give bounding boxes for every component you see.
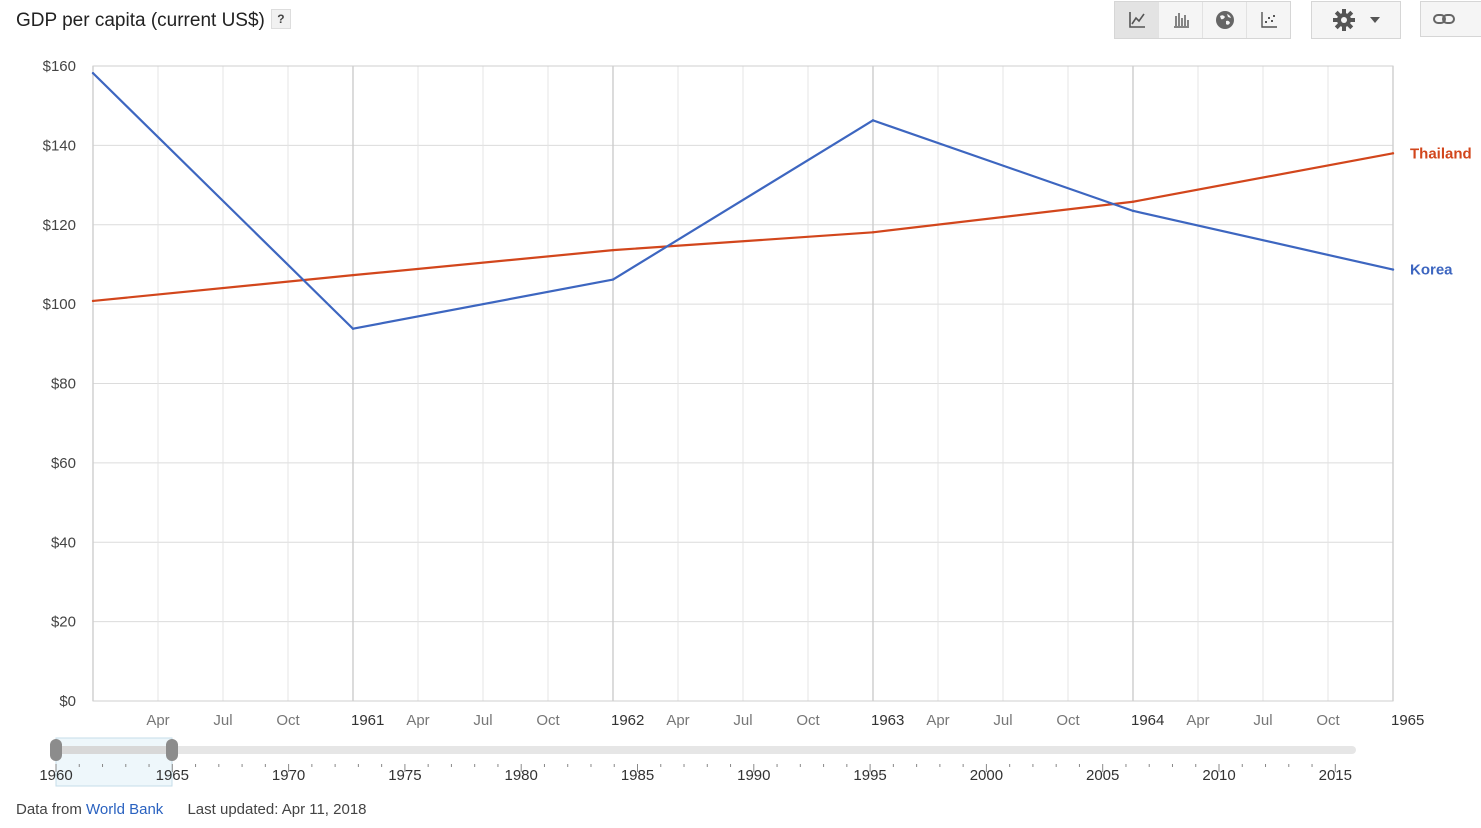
x-tick-label: Jul bbox=[993, 712, 1012, 729]
y-tick-label: $0 bbox=[59, 693, 76, 710]
link-icon bbox=[1433, 14, 1455, 24]
timeline-label: 1970 bbox=[272, 767, 305, 784]
data-point-thailand bbox=[91, 299, 95, 303]
x-tick-label: 1961 bbox=[351, 712, 384, 729]
source-prefix: Data from bbox=[16, 801, 82, 818]
chart-title-text: GDP per capita (current US$) bbox=[16, 10, 265, 31]
line-chart: $0 $20 $40 $60 $80 $100 $120 $140 $160 Apr Jul Oct… bbox=[39, 58, 1472, 787]
y-tick-label: $160 bbox=[43, 58, 76, 75]
x-tick-label: Jul bbox=[1253, 712, 1272, 729]
data-point-thailand bbox=[1391, 152, 1395, 155]
x-tick-label: 1965 bbox=[1391, 712, 1424, 729]
settings-button[interactable] bbox=[1311, 1, 1401, 39]
data-point-thailand bbox=[351, 273, 355, 277]
x-tick-label: 1962 bbox=[611, 712, 644, 729]
chart-grid bbox=[92, 65, 1394, 702]
y-axis: $0 $20 $40 $60 $80 $100 $120 $140 $160 bbox=[43, 58, 76, 710]
timeline-label: 1965 bbox=[156, 767, 189, 784]
slider-selection bbox=[55, 737, 173, 787]
line-chart-icon[interactable] bbox=[1115, 2, 1158, 38]
chart-series: Thailand Korea bbox=[91, 71, 1472, 330]
x-tick-label: Jul bbox=[213, 712, 232, 729]
timeline-label: 1985 bbox=[621, 767, 654, 784]
data-point-korea bbox=[611, 278, 615, 281]
x-tick-label: Jul bbox=[733, 712, 752, 729]
x-tick-label: Apr bbox=[406, 712, 429, 729]
timeline-label: 1960 bbox=[39, 767, 72, 784]
chevron-down-icon bbox=[1370, 17, 1380, 23]
timeline-label: 2015 bbox=[1319, 767, 1352, 784]
x-tick-label: Apr bbox=[926, 712, 949, 729]
y-tick-label: $100 bbox=[43, 296, 76, 313]
data-point-korea bbox=[351, 327, 355, 330]
y-tick-label: $40 bbox=[51, 534, 76, 551]
series-label-thailand: Thailand bbox=[1410, 145, 1472, 162]
y-tick-label: $140 bbox=[43, 137, 76, 154]
last-updated: Last updated: Apr 11, 2018 bbox=[187, 801, 367, 818]
bar-chart-icon[interactable] bbox=[1158, 2, 1202, 38]
source-link[interactable]: World Bank bbox=[86, 801, 164, 818]
data-point-thailand bbox=[611, 248, 615, 252]
y-tick-label: $20 bbox=[51, 614, 76, 631]
help-button[interactable]: ? bbox=[270, 8, 291, 29]
data-point-korea bbox=[91, 71, 95, 75]
y-tick-label: $60 bbox=[51, 455, 76, 472]
chart-title: GDP per capita (current US$)? bbox=[16, 8, 291, 32]
x-tick-label: Apr bbox=[146, 712, 169, 729]
gear-icon bbox=[1333, 9, 1355, 31]
share-link-button[interactable] bbox=[1420, 1, 1481, 37]
map-globe-icon[interactable] bbox=[1202, 2, 1246, 38]
time-range-slider[interactable]: 1960 1965 1970 1975 1980 1985 1990 1995 2000 2005… bbox=[39, 737, 1356, 787]
timeline-label: 1995 bbox=[853, 767, 886, 784]
x-tick-label: Oct bbox=[796, 712, 820, 729]
x-tick-label: Apr bbox=[666, 712, 689, 729]
timeline-label: 2005 bbox=[1086, 767, 1119, 784]
data-point-korea bbox=[1131, 209, 1135, 213]
slider-handle[interactable] bbox=[50, 739, 62, 761]
data-point-thailand bbox=[871, 231, 875, 234]
timeline-label: 2010 bbox=[1202, 767, 1235, 784]
slider-selection-bar bbox=[56, 746, 172, 754]
timeline-label: 1980 bbox=[505, 767, 538, 784]
chart-footer: Data from World Bank Last updated: Apr 1… bbox=[16, 801, 367, 818]
x-tick-label: 1964 bbox=[1131, 712, 1164, 729]
x-tick-label: 1963 bbox=[871, 712, 904, 729]
timeline-label: 2000 bbox=[970, 767, 1003, 784]
x-axis: Apr Jul Oct 1961 Apr Jul Oct 1962 Apr Jul Oct 1963 A… bbox=[146, 712, 1424, 729]
series-line-korea bbox=[92, 72, 1394, 330]
data-point-korea bbox=[1391, 268, 1395, 271]
chart-type-toolbar bbox=[1114, 1, 1291, 39]
timeline-label: 1990 bbox=[737, 767, 770, 784]
data-point-korea bbox=[871, 119, 875, 122]
slider-track bbox=[56, 746, 1356, 754]
x-tick-label: Oct bbox=[536, 712, 560, 729]
slider-handle[interactable] bbox=[166, 739, 178, 761]
y-tick-label: $120 bbox=[43, 217, 76, 234]
series-label-korea: Korea bbox=[1410, 262, 1453, 279]
x-tick-label: Apr bbox=[1186, 712, 1209, 729]
x-tick-label: Oct bbox=[1056, 712, 1080, 729]
plot-border bbox=[92, 65, 1394, 702]
x-tick-label: Oct bbox=[276, 712, 300, 729]
scatter-chart-icon[interactable] bbox=[1246, 2, 1290, 38]
x-tick-label: Oct bbox=[1316, 712, 1340, 729]
timeline-label: 1975 bbox=[388, 767, 421, 784]
y-tick-label: $80 bbox=[51, 376, 76, 393]
x-tick-label: Jul bbox=[473, 712, 492, 729]
series-line-thailand bbox=[92, 152, 1394, 303]
data-point-thailand bbox=[1131, 200, 1135, 203]
